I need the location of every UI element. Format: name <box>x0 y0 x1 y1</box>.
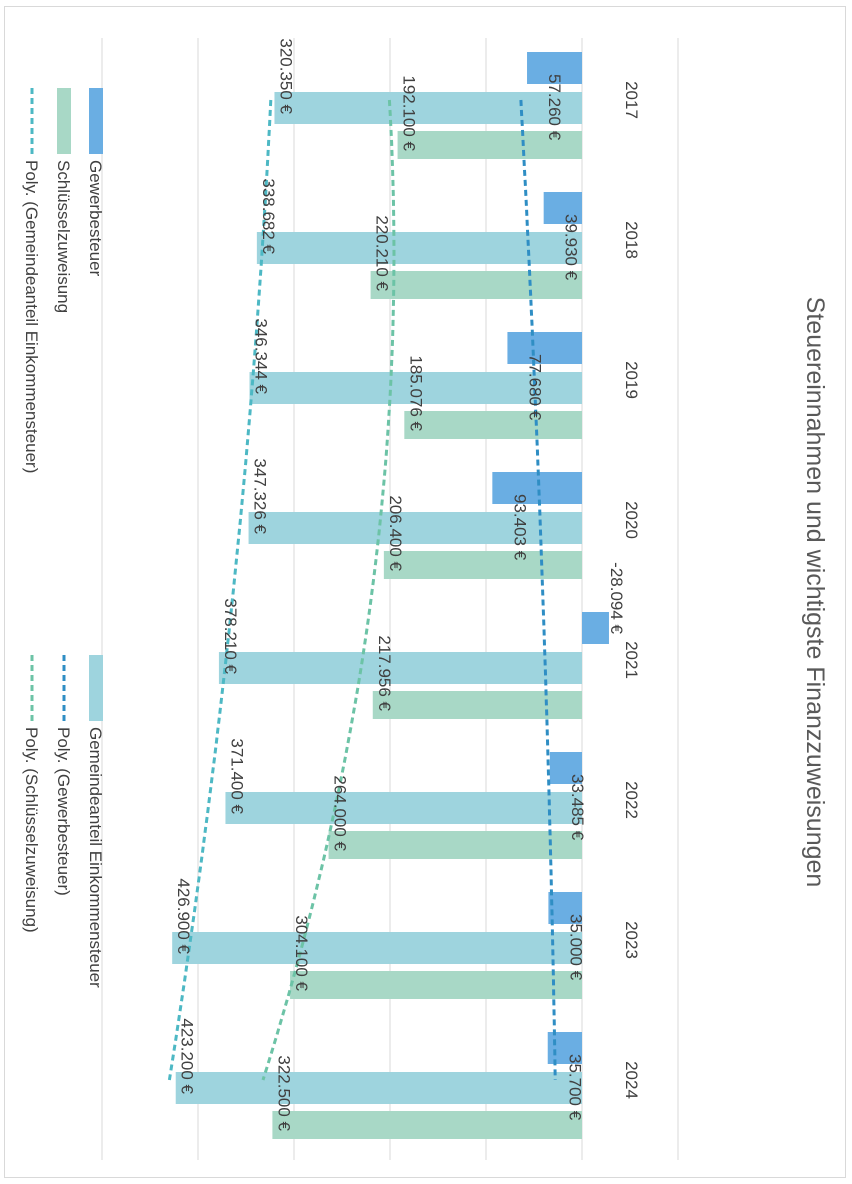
category-labels: 2017 2018 2019 2020 2021 2022 2023 2024 <box>622 81 641 1099</box>
bar-schl-sselzuweisung-2023 <box>290 971 582 999</box>
chart-frame <box>4 6 846 1178</box>
data-label: 423.200 € <box>178 1018 197 1094</box>
bar-gemeindeanteil-einkommensteuer-2021 <box>218 652 582 684</box>
bar-schl-sselzuweisung-2022 <box>328 831 582 859</box>
category-label: 2020 <box>622 501 641 539</box>
chart-plot-group: 57.260 € 320.350 € 192.100 € 39.930 € 338.68… <box>22 38 829 1160</box>
data-label: 217.956 € <box>375 635 394 711</box>
data-label: 378.210 € <box>221 598 240 674</box>
data-label: 57.260 € <box>545 74 564 141</box>
bar-gemeindeanteil-einkommensteuer-2024 <box>175 1072 582 1104</box>
chart-title: Steuereinnahmen und wichtigste Finanzzuw… <box>801 297 829 888</box>
bar-gewerbesteuer-2019 <box>507 332 582 364</box>
category-label: 2021 <box>622 641 641 679</box>
legend-swatch <box>57 88 71 154</box>
category-label: 2019 <box>622 361 641 399</box>
legend-label: Schlüsselzuweisung <box>54 160 73 313</box>
legend-label: Gewerbesteuer <box>86 160 105 277</box>
bar-gemeindeanteil-einkommensteuer-2017 <box>274 92 582 124</box>
data-label: 426.900 € <box>174 878 193 954</box>
data-label: 77.680 € <box>525 354 544 421</box>
bar-gewerbesteuer-2017 <box>527 52 582 84</box>
trendlines <box>167 99 557 1081</box>
trendline-gemeindeanteil-einkommensteuer <box>167 99 273 1081</box>
bar-gewerbesteuer-2023 <box>548 892 582 924</box>
category-label: 2022 <box>622 781 641 819</box>
category-label: 2018 <box>622 221 641 259</box>
bar-gewerbesteuer-2022 <box>549 752 582 784</box>
data-label: 185.076 € <box>406 355 425 431</box>
bar-schl-sselzuweisung-2024 <box>272 1111 582 1139</box>
category-label: 2024 <box>622 1061 641 1099</box>
category-label: 2017 <box>622 81 641 119</box>
legend-label: Poly. (Gewerbesteuer) <box>54 727 73 896</box>
legend: Gewerbesteuer Schlüsselzuweisung Poly. (Ge… <box>22 88 105 988</box>
legend-swatch <box>89 655 103 721</box>
data-label: 39.930 € <box>562 214 581 281</box>
data-label: 93.403 € <box>510 494 529 561</box>
legend-label: Gemeindeanteil Einkommensteuer <box>86 727 105 988</box>
bar-gewerbesteuer-2020 <box>492 472 582 504</box>
data-label: 320.350 € <box>276 38 295 114</box>
data-label: 192.100 € <box>400 75 419 151</box>
data-label: 371.400 € <box>227 738 246 814</box>
data-label: -28.094 € <box>607 562 626 634</box>
data-label: 220.210 € <box>373 215 392 291</box>
data-label: 35.000 € <box>566 914 585 981</box>
bar-schl-sselzuweisung-2021 <box>372 691 582 719</box>
legend-swatch <box>89 88 103 154</box>
data-label: 304.100 € <box>292 915 311 991</box>
value-labels: 57.260 € 320.350 € 192.100 € 39.930 € 338.68… <box>174 38 626 1131</box>
bar-gewerbesteuer-2018 <box>543 192 582 224</box>
bar-schl-sselzuweisung-2019 <box>404 411 582 439</box>
bar-gewerbesteuer-2021 <box>582 612 609 644</box>
legend-label: Poly. (Schlüsselzuweisung) <box>22 727 41 933</box>
data-label: 338.682 € <box>259 178 278 254</box>
bar-gemeindeanteil-einkommensteuer-2022 <box>225 792 582 824</box>
bar-gemeindeanteil-einkommensteuer-2023 <box>172 932 582 964</box>
data-label: 33.485 € <box>568 774 587 841</box>
bars <box>172 52 609 1139</box>
bar-gemeindeanteil-einkommensteuer-2020 <box>248 512 582 544</box>
bar-gemeindeanteil-einkommensteuer-2019 <box>249 372 582 404</box>
trendline-schl-sselzuweisung <box>261 99 396 1081</box>
bar-gewerbesteuer-2024 <box>547 1032 582 1064</box>
bar-schl-sselzuweisung-2018 <box>370 271 582 299</box>
data-label: 322.500 € <box>274 1055 293 1131</box>
data-label: 264.000 € <box>331 775 350 851</box>
category-label: 2023 <box>622 921 641 959</box>
data-label: 346.344 € <box>252 318 271 394</box>
legend-label: Poly. (Gemeindeanteil Einkommensteuer) <box>22 160 41 473</box>
data-label: 206.400 € <box>386 495 405 571</box>
data-label: 347.326 € <box>251 458 270 534</box>
bar-schl-sselzuweisung-2020 <box>383 551 582 579</box>
bar-gemeindeanteil-einkommensteuer-2018 <box>256 232 582 264</box>
data-label: 35.700 € <box>566 1054 585 1121</box>
trendline-gewerbesteuer <box>519 99 557 1081</box>
bar-schl-sselzuweisung-2017 <box>397 131 582 159</box>
